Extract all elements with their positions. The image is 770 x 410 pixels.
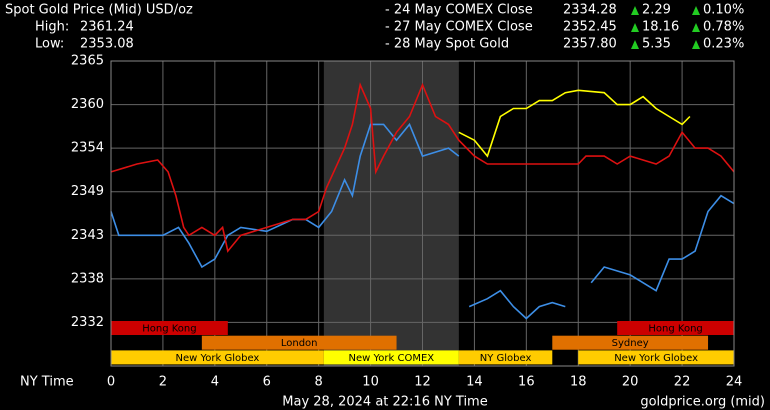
session-label: Hong Kong [142,324,196,335]
x-tick-label: 14 [466,375,483,390]
footer: May 28, 2024 at 22:16 NY Time [282,395,487,410]
session-bar [617,321,734,335]
x-tick-label: 0 [107,375,115,390]
legend-price: 2334.28 [563,3,617,18]
legend-price: 2357.80 [563,37,617,52]
up-arrow [692,40,700,49]
x-tick-label: 10 [362,375,379,390]
y-tick-label: 2365 [71,54,104,69]
legend-change: 18.16 [642,20,679,35]
stat-label: High: [35,20,69,35]
legend-price: 2352.45 [563,20,617,35]
chart-title: Spot Gold Price (Mid) USD/oz [5,3,193,18]
legend-change-pct: 0.23% [703,37,744,52]
x-tick-label: 22 [674,375,691,390]
legend-name: - 24 May COMEX Close [385,3,533,18]
x-tick-label: 8 [315,375,323,390]
x-tick-label: 6 [263,375,271,390]
y-tick-label: 2338 [71,271,104,286]
up-arrow [692,23,700,32]
x-tick-label: 20 [622,375,639,390]
session-bar [201,335,397,350]
y-tick-label: 2354 [71,141,104,156]
up-arrow [631,6,639,15]
stat-value: 2353.08 [80,37,134,52]
stat-value: 2361.24 [80,20,134,35]
y-tick-label: 2332 [71,315,104,330]
y-tick-label: 2360 [71,97,104,112]
highlight-band [323,61,459,366]
price-line [458,89,691,158]
session-bar [458,350,553,365]
session-label: London [281,338,318,349]
session-bar [323,350,459,365]
x-tick-label: 2 [159,375,167,390]
x-tick-label: 24 [726,375,743,390]
x-tick-label: 16 [518,375,535,390]
x-tick-label: 4 [211,375,219,390]
up-arrow [631,23,639,32]
legend-change: 2.29 [642,3,671,18]
session-label: New York COMEX [349,353,435,364]
y-tick-label: 2349 [71,184,104,199]
plot-border [110,60,735,367]
up-arrow [692,6,700,15]
session-label: New York Globex [614,353,698,364]
session-label: NY Globex [480,353,532,364]
legend-change-pct: 0.78% [703,20,744,35]
legend-name: - 28 May Spot Gold [385,37,509,52]
legend-change-pct: 0.10% [703,3,744,18]
y-tick-label: 2343 [71,228,104,243]
session-label: Hong Kong [648,324,702,335]
source: goldprice.org (mid) [640,395,765,410]
legend-name: - 27 May COMEX Close [385,20,533,35]
session-label: Sydney [612,338,649,349]
stat-label: Low: [35,37,64,52]
session-bar [552,335,709,350]
legend-change: 5.35 [642,37,671,52]
x-tick-label: 18 [570,375,587,390]
session-bar [111,321,228,335]
session-bar [578,350,734,365]
up-arrow [631,40,639,49]
session-bar [111,350,324,365]
x-axis-label: NY Time [20,375,74,390]
session-label: New York Globex [175,353,259,364]
price-line [110,82,735,253]
x-tick-label: 12 [414,375,431,390]
